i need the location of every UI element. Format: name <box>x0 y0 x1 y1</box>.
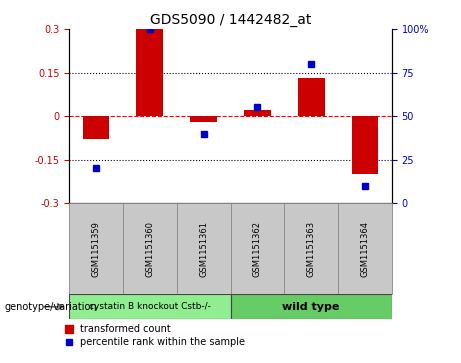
Text: GSM1151362: GSM1151362 <box>253 221 262 277</box>
Bar <box>230 294 392 319</box>
Bar <box>177 203 230 294</box>
Text: GSM1151363: GSM1151363 <box>307 221 316 277</box>
Bar <box>136 29 163 116</box>
Text: genotype/variation: genotype/variation <box>5 302 97 312</box>
Bar <box>244 110 271 116</box>
Bar <box>123 203 177 294</box>
Bar <box>69 203 123 294</box>
Text: wild type: wild type <box>283 302 340 312</box>
Bar <box>338 203 392 294</box>
Text: GSM1151359: GSM1151359 <box>92 221 100 277</box>
Legend: transformed count, percentile rank within the sample: transformed count, percentile rank withi… <box>65 324 245 347</box>
Text: GSM1151364: GSM1151364 <box>361 221 369 277</box>
Bar <box>351 116 378 174</box>
Text: GSM1151360: GSM1151360 <box>145 221 154 277</box>
Bar <box>190 116 217 122</box>
Bar <box>284 203 338 294</box>
Text: GSM1151361: GSM1151361 <box>199 221 208 277</box>
Title: GDS5090 / 1442482_at: GDS5090 / 1442482_at <box>150 13 311 26</box>
Bar <box>83 116 109 139</box>
Text: cystatin B knockout Cstb-/-: cystatin B knockout Cstb-/- <box>89 302 211 311</box>
Bar <box>69 294 230 319</box>
Bar <box>230 203 284 294</box>
Bar <box>298 78 325 116</box>
